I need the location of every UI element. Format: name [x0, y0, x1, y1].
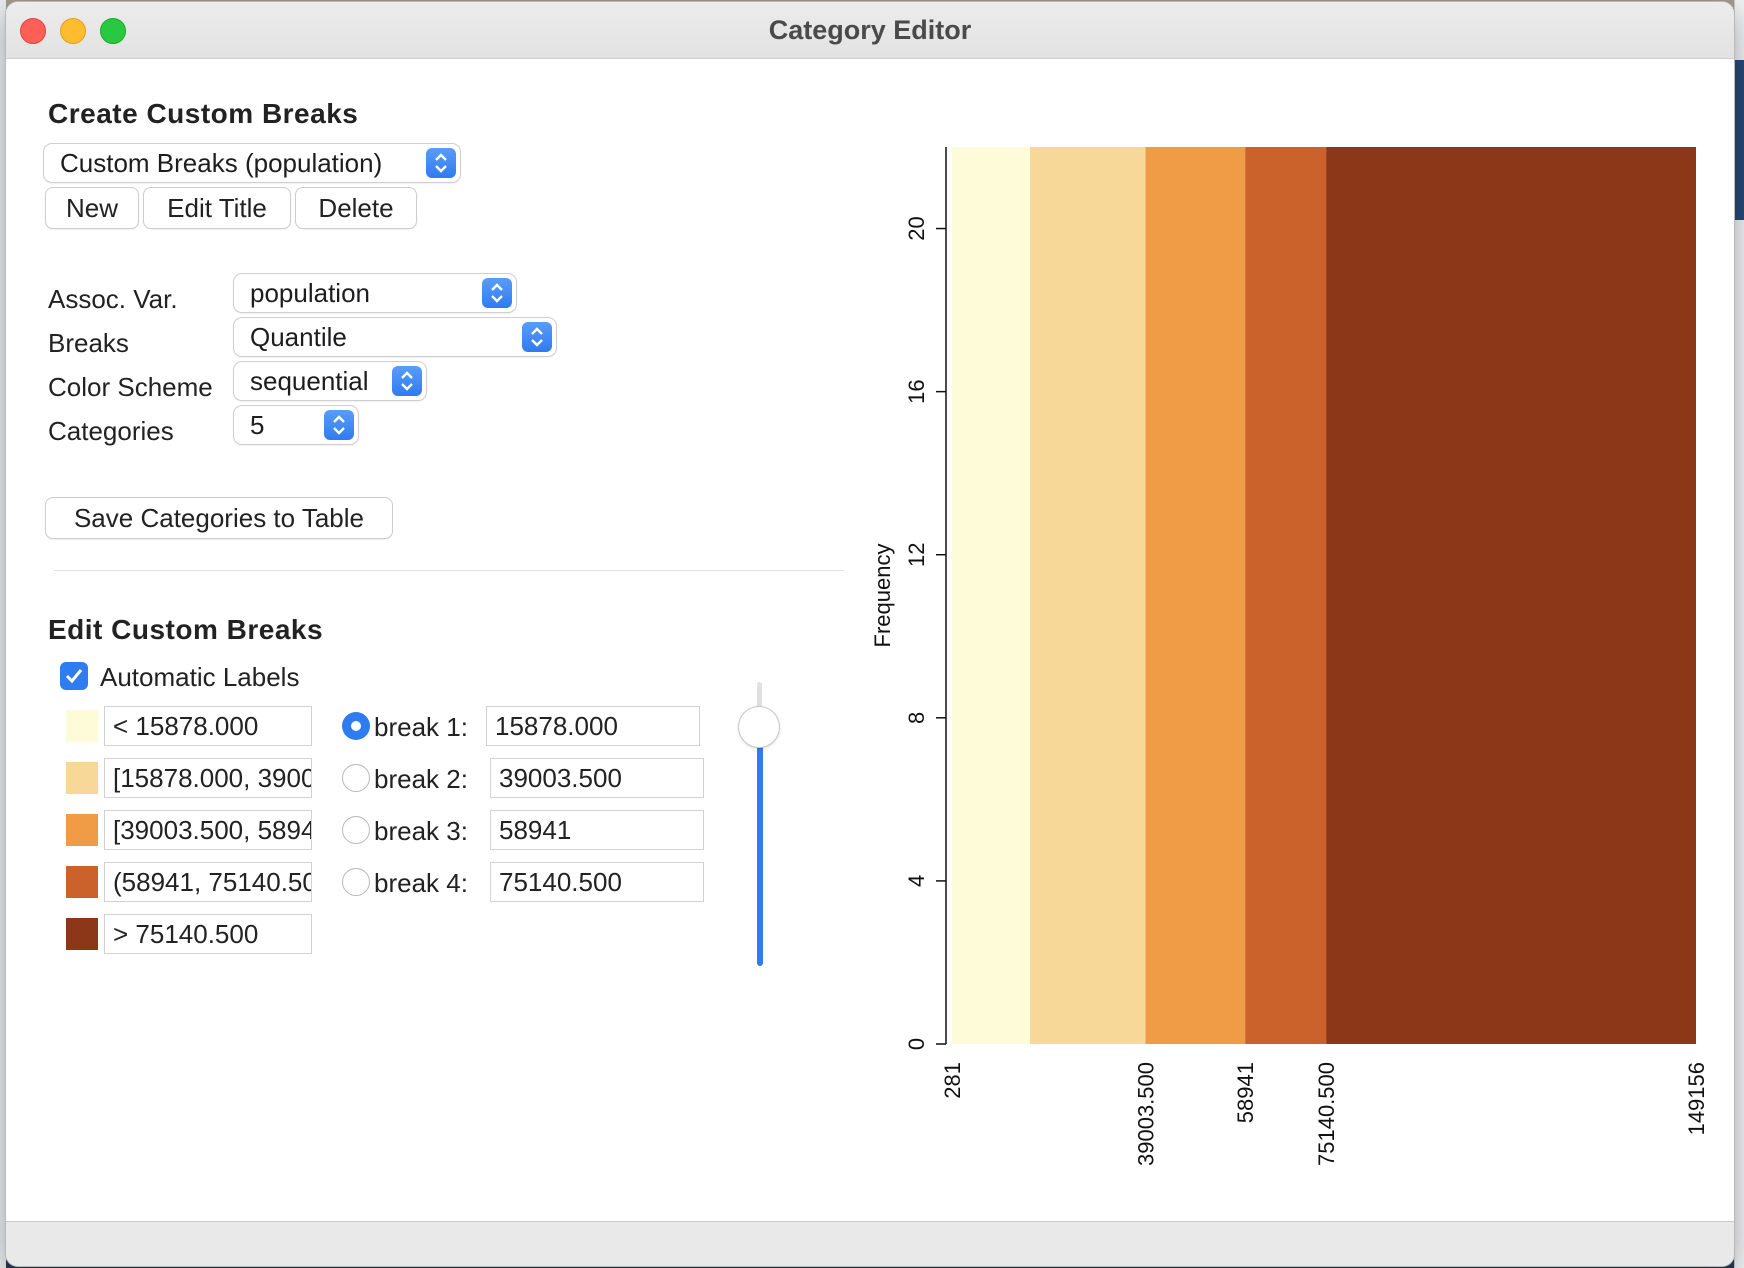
popup-arrows-icon [482, 278, 512, 308]
title-bar[interactable]: Category Editor [6, 2, 1734, 59]
break-3-field[interactable]: 58941 [490, 810, 704, 850]
categories-label: Categories [48, 416, 174, 446]
break-3-radio[interactable] [342, 816, 370, 844]
popup-arrows-icon [392, 366, 422, 396]
break-slider-track-top[interactable] [757, 682, 762, 727]
save-categories-button[interactable]: Save Categories to Table [46, 498, 392, 538]
break-2-label: break 2: [374, 764, 468, 794]
desktop-background-right [1734, 0, 1744, 1268]
y-tick-label-8: 8 [904, 712, 929, 724]
assoc-var-select[interactable]: population [234, 274, 516, 312]
breaks-value: Quantile [250, 322, 347, 352]
custom-breaks-selector[interactable]: Custom Breaks (population) [44, 144, 460, 182]
y-axis-label: Frequency [870, 544, 895, 648]
y-tick-label-12: 12 [904, 542, 929, 566]
x-tick-label-2: 39003.500 [1134, 1062, 1159, 1166]
histogram-bar-4 [1245, 147, 1327, 1044]
breaks-label: Breaks [48, 328, 129, 358]
window-footer [6, 1221, 1734, 1266]
custom-breaks-selector-value: Custom Breaks (population) [60, 148, 383, 178]
color-scheme-label: Color Scheme [48, 372, 213, 402]
category-swatch-1[interactable] [66, 710, 98, 742]
breaks-select[interactable]: Quantile [234, 318, 556, 356]
close-window-button[interactable] [20, 18, 46, 44]
create-section-title: Create Custom Breaks [48, 98, 359, 129]
break-4-field[interactable]: 75140.500 [490, 862, 704, 902]
window-title: Category Editor [768, 15, 972, 45]
x-tick-label-3: 58941 [1233, 1062, 1258, 1123]
histogram-bar-2 [1029, 147, 1146, 1044]
break-2-field[interactable]: 39003.500 [490, 758, 704, 798]
popup-arrows-icon [522, 322, 552, 352]
break-1-field[interactable]: 15878.000 [486, 706, 700, 746]
category-label-field-3[interactable]: [39003.500, 58941] [104, 810, 312, 850]
edit-section-title: Edit Custom Breaks [48, 614, 324, 645]
category-swatch-3[interactable] [66, 814, 98, 846]
break-4-radio[interactable] [342, 868, 370, 896]
histogram-bar-5 [1326, 147, 1696, 1044]
new-button[interactable]: New [46, 188, 138, 228]
y-tick-label-0: 0 [904, 1038, 929, 1050]
break-3-label: break 3: [374, 816, 468, 846]
category-label-field-5[interactable]: > 75140.500 [104, 914, 312, 954]
assoc-var-label: Assoc. Var. [48, 284, 178, 314]
zoom-window-button[interactable] [100, 18, 126, 44]
category-editor-window: Category Editor Create Custom Breaks Cus… [6, 2, 1734, 1266]
checkmark-icon [65, 669, 83, 684]
x-tick-label-4: 75140.500 [1314, 1062, 1339, 1166]
automatic-labels-label: Automatic Labels [100, 662, 300, 692]
break-1-radio[interactable] [342, 712, 370, 740]
y-tick-label-4: 4 [904, 875, 929, 887]
histogram-chart: 0 4 8 12 16 20 Frequency 281 39003.500 58941 75140… [870, 147, 1706, 1166]
category-label-field-1[interactable]: < 15878.000 [104, 706, 312, 746]
histogram-bar-3 [1145, 147, 1246, 1044]
categories-select[interactable]: 5 [234, 406, 358, 444]
histogram-bar-1 [952, 147, 1030, 1044]
color-scheme-value: sequential [250, 366, 369, 396]
break-slider-track[interactable] [757, 726, 763, 966]
x-tick-label-5: 149156 [1684, 1062, 1706, 1135]
break-1-label: break 1: [374, 712, 468, 742]
automatic-labels-checkbox[interactable] [60, 662, 88, 690]
assoc-var-value: population [250, 278, 370, 308]
category-label-field-4[interactable]: (58941, 75140.500] [104, 862, 312, 902]
break-2-radio[interactable] [342, 764, 370, 792]
categories-value: 5 [250, 410, 265, 440]
popup-arrows-icon [324, 410, 354, 440]
desktop-background-left [0, 0, 6, 1268]
category-swatch-5[interactable] [66, 918, 98, 950]
category-label-field-2[interactable]: [15878.000, 39003.500) [104, 758, 312, 798]
delete-button[interactable]: Delete [296, 188, 416, 228]
category-swatch-2[interactable] [66, 762, 98, 794]
section-divider [54, 570, 844, 571]
edit-title-button[interactable]: Edit Title [144, 188, 290, 228]
color-scheme-select[interactable]: sequential [234, 362, 426, 400]
minimize-window-button[interactable] [60, 18, 86, 44]
y-tick-label-16: 16 [904, 379, 929, 403]
desktop-window-edge [1735, 60, 1744, 220]
y-tick-label-20: 20 [904, 216, 929, 240]
break-4-label: break 4: [374, 868, 468, 898]
x-tick-label-1: 281 [940, 1062, 965, 1099]
break-slider-knob[interactable] [739, 707, 779, 747]
category-swatch-4[interactable] [66, 866, 98, 898]
popup-arrows-icon [426, 148, 456, 178]
